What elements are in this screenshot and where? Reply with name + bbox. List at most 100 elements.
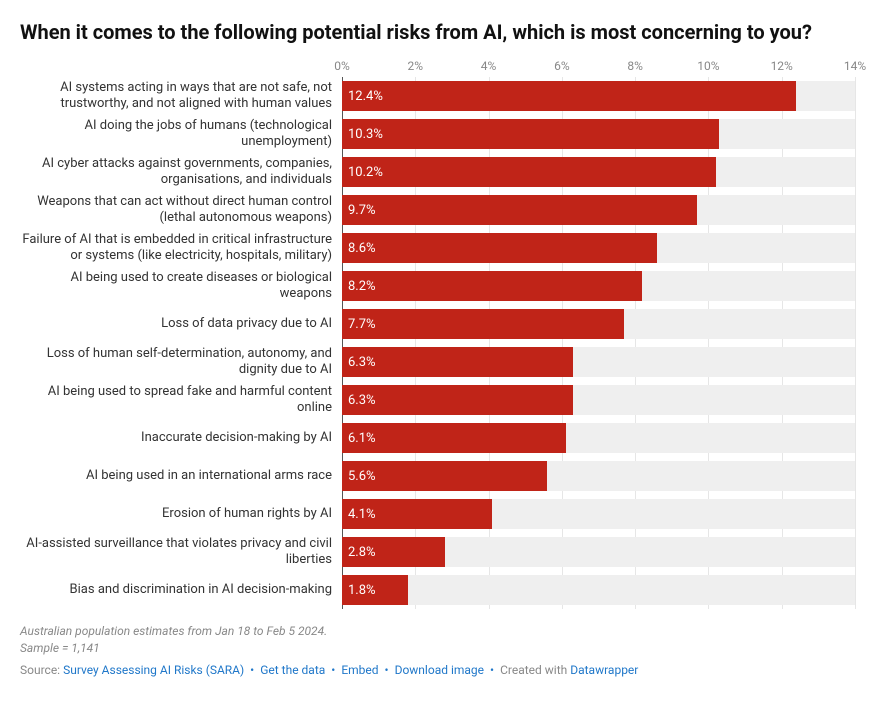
- bar-value-label: 4.1%: [348, 507, 376, 522]
- separator-dot: •: [250, 663, 254, 677]
- bar-fill: 5.6%: [342, 461, 547, 491]
- source-prefix: Source:: [20, 663, 60, 677]
- bar-track: 6.3%: [342, 347, 855, 377]
- bar-fill: 2.8%: [342, 537, 445, 567]
- axis-tick-label: 4%: [481, 59, 497, 73]
- bar-row: 8.6%: [342, 229, 855, 267]
- separator-dot: •: [331, 663, 335, 677]
- category-label: AI systems acting in ways that are not s…: [20, 77, 342, 115]
- separator-dot: •: [490, 663, 494, 677]
- category-label: Erosion of human rights by AI: [20, 495, 342, 533]
- chart-container: When it comes to the following potential…: [0, 0, 875, 697]
- bar-track: 5.6%: [342, 461, 855, 491]
- category-label: AI doing the jobs of humans (technologic…: [20, 115, 342, 153]
- bar-chart: AI systems acting in ways that are not s…: [20, 59, 855, 609]
- source-link-survey[interactable]: Survey Assessing AI Risks (SARA): [63, 663, 244, 677]
- bar-row: 1.8%: [342, 571, 855, 609]
- bar-fill: 6.3%: [342, 385, 573, 415]
- bar-track: 10.3%: [342, 119, 855, 149]
- bar-track: 8.6%: [342, 233, 855, 263]
- bar-value-label: 8.6%: [348, 241, 376, 256]
- bar-track: 4.1%: [342, 499, 855, 529]
- bar-fill: 7.7%: [342, 309, 624, 339]
- bar-row: 6.3%: [342, 381, 855, 419]
- bar-value-label: 1.8%: [348, 583, 376, 598]
- bar-value-label: 5.6%: [348, 469, 376, 484]
- axis-tick-label: 10%: [697, 59, 719, 73]
- bar-value-label: 6.1%: [348, 431, 376, 446]
- bar-fill: 12.4%: [342, 81, 796, 111]
- bar-value-label: 6.3%: [348, 393, 376, 408]
- source-link-download[interactable]: Download image: [395, 663, 484, 677]
- bar-value-label: 6.3%: [348, 355, 376, 370]
- bar-value-label: 9.7%: [348, 203, 376, 218]
- bar-track: 8.2%: [342, 271, 855, 301]
- chart-notes: Australian population estimates from Jan…: [20, 623, 855, 657]
- bar-track: 9.7%: [342, 195, 855, 225]
- source-link-get-data[interactable]: Get the data: [260, 663, 325, 677]
- bar-value-label: 7.7%: [348, 317, 376, 332]
- bar-fill: 8.6%: [342, 233, 657, 263]
- axis-tick-label: 8%: [627, 59, 643, 73]
- bar-value-label: 8.2%: [348, 279, 376, 294]
- category-label: AI being used to spread fake and harmful…: [20, 381, 342, 419]
- bar-track: 12.4%: [342, 81, 855, 111]
- bar-fill: 6.1%: [342, 423, 566, 453]
- bar-track: 2.8%: [342, 537, 855, 567]
- category-label: Loss of human self-determination, autono…: [20, 343, 342, 381]
- bar-row: 10.3%: [342, 115, 855, 153]
- bar-row: 4.1%: [342, 495, 855, 533]
- bar-fill: 10.2%: [342, 157, 716, 187]
- category-label: AI being used in an international arms r…: [20, 457, 342, 495]
- source-link-datawrapper[interactable]: Datawrapper: [570, 663, 638, 677]
- separator-dot: •: [385, 663, 389, 677]
- category-label: Bias and discrimination in AI decision-m…: [20, 571, 342, 609]
- bar-fill: 6.3%: [342, 347, 573, 377]
- category-label: Loss of data privacy due to AI: [20, 305, 342, 343]
- bar-track: 10.2%: [342, 157, 855, 187]
- bar-row: 9.7%: [342, 191, 855, 229]
- category-labels-column: AI systems acting in ways that are not s…: [20, 59, 342, 609]
- bar-value-label: 2.8%: [348, 545, 376, 560]
- source-line: Source: Survey Assessing AI Risks (SARA)…: [20, 663, 855, 677]
- bar-fill: 1.8%: [342, 575, 408, 605]
- bar-row: 10.2%: [342, 153, 855, 191]
- bar-value-label: 12.4%: [348, 89, 383, 104]
- source-link-embed[interactable]: Embed: [341, 663, 378, 677]
- bar-value-label: 10.3%: [348, 127, 383, 142]
- category-label: AI-assisted surveillance that violates p…: [20, 533, 342, 571]
- bar-row: 12.4%: [342, 77, 855, 115]
- category-label: Inaccurate decision-making by AI: [20, 419, 342, 457]
- x-axis-ticks: 0%2%4%6%8%10%12%14%: [342, 59, 855, 77]
- bar-track: 1.8%: [342, 575, 855, 605]
- bar-track: 7.7%: [342, 309, 855, 339]
- notes-line-2: Sample = 1,141: [20, 640, 855, 657]
- chart-title: When it comes to the following potential…: [20, 20, 855, 45]
- bar-row: 7.7%: [342, 305, 855, 343]
- category-label: Failure of AI that is embedded in critic…: [20, 229, 342, 267]
- category-label: AI cyber attacks against governments, co…: [20, 153, 342, 191]
- gridline: [855, 77, 856, 609]
- category-label: Weapons that can act without direct huma…: [20, 191, 342, 229]
- bar-row: 5.6%: [342, 457, 855, 495]
- axis-tick-label: 0%: [334, 59, 350, 73]
- bar-row: 6.3%: [342, 343, 855, 381]
- category-label: AI being used to create diseases or biol…: [20, 267, 342, 305]
- bar-fill: 4.1%: [342, 499, 492, 529]
- created-with-prefix: Created with: [500, 663, 567, 677]
- axis-tick-label: 12%: [771, 59, 793, 73]
- bar-row: 8.2%: [342, 267, 855, 305]
- axis-tick-label: 14%: [844, 59, 866, 73]
- bar-fill: 10.3%: [342, 119, 719, 149]
- bar-track: 6.3%: [342, 385, 855, 415]
- axis-tick-label: 6%: [554, 59, 570, 73]
- bar-row: 2.8%: [342, 533, 855, 571]
- axis-tick-label: 2%: [408, 59, 424, 73]
- bar-rows: 12.4% 10.3% 10.2% 9.7% 8.6% 8.2% 7.7% 6.3% 6.3% 6…: [342, 77, 855, 609]
- bar-value-label: 10.2%: [348, 165, 383, 180]
- bar-fill: 9.7%: [342, 195, 697, 225]
- bars-column: 0%2%4%6%8%10%12%14% 12.4%10.3%10.2%9.7%8…: [342, 59, 855, 609]
- bar-fill: 8.2%: [342, 271, 642, 301]
- bar-track: 6.1%: [342, 423, 855, 453]
- notes-line-1: Australian population estimates from Jan…: [20, 623, 855, 640]
